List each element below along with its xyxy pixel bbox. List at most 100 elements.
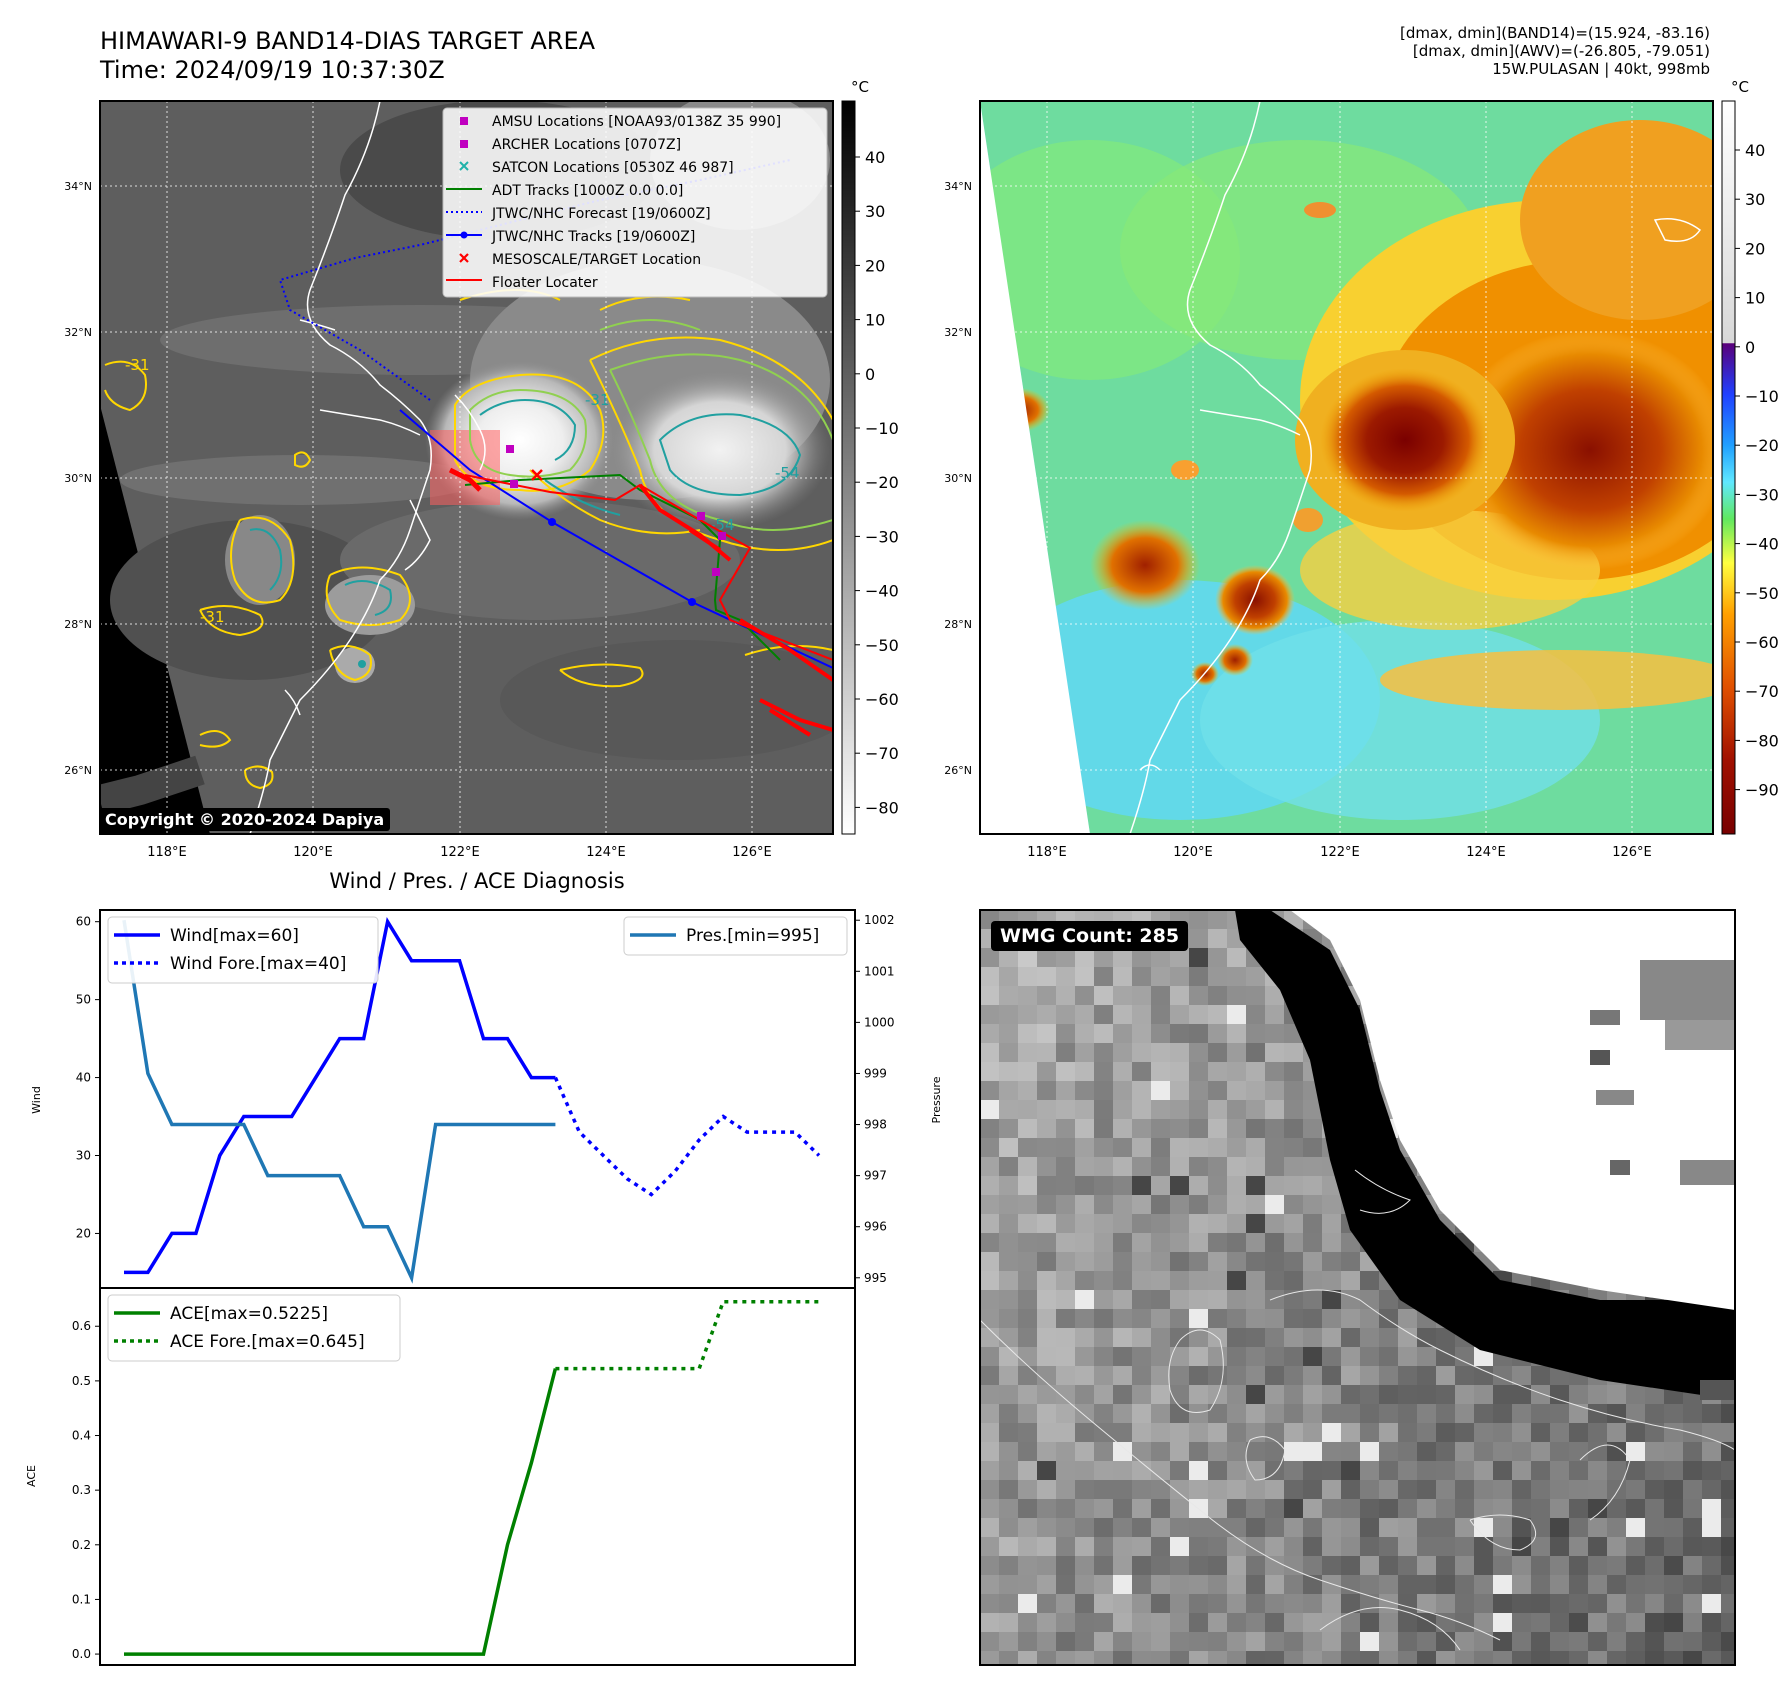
jtwc-track-point (688, 598, 696, 606)
svg-text:28°N: 28°N (944, 618, 972, 631)
archer-location (510, 480, 518, 488)
svg-text:124°E: 124°E (586, 845, 626, 860)
target-location (531, 469, 543, 481)
storm-info: [dmax, dmin](BAND14)=(15.924, -83.16) [d… (1400, 24, 1710, 78)
svg-text:124°E: 124°E (1466, 845, 1506, 860)
series-line (124, 917, 556, 1275)
colorbar-tick-label: −10 (1745, 387, 1779, 406)
colorbar-tick-label: 20 (1745, 239, 1765, 258)
wind-tick-label: 40 (76, 1071, 91, 1085)
svg-text:32°N: 32°N (944, 326, 972, 339)
colorbar-tick-label: −70 (1745, 682, 1779, 701)
ir-lon-ticks: 118°E 120°E 122°E 124°E 126°E (147, 845, 772, 860)
svg-text:-54: -54 (775, 464, 800, 482)
svg-text:120°E: 120°E (1173, 845, 1213, 860)
legend-archer: ARCHER Locations [0707Z] (492, 137, 681, 153)
colorbar-tick-label: −50 (1745, 584, 1779, 603)
colorbar-tick-label: 30 (865, 202, 885, 221)
awv-lat-ticks: 34°N 32°N 30°N 28°N 26°N (944, 180, 972, 777)
colorbar-tick-label: 0 (865, 365, 875, 384)
svg-text:-54: -54 (710, 516, 735, 534)
ir-contours (104, 289, 833, 790)
colorbar-tick-label: −40 (865, 582, 899, 601)
ace-legend: ACE[max=0.5225] ACE Fore.[max=0.645] (107, 1294, 401, 1362)
pressure-tick-label: 999 (864, 1066, 887, 1080)
info-line2: [dmax, dmin](AWV)=(-26.805, -79.051) (1412, 42, 1710, 60)
colorbar-tick-label: 10 (865, 311, 885, 330)
colorbar-tick-label: −20 (1745, 436, 1779, 455)
ace-lines (124, 1299, 819, 1656)
svg-text:126°E: 126°E (732, 845, 772, 860)
ace-tick-label: 0.1 (72, 1592, 91, 1606)
amsu-location (506, 445, 514, 453)
awv-lon-ticks: 118°E 120°E 122°E 124°E 126°E (1027, 845, 1652, 860)
svg-text:34°N: 34°N (944, 180, 972, 193)
copyright-badge: Copyright © 2020-2024 Dapiya (99, 808, 391, 831)
wmg-coastline (980, 1169, 1735, 1651)
legend-adt: ADT Tracks [1000Z 0.0 0.0] (492, 183, 683, 199)
legend-pressure: Pres.[min=995] (686, 926, 819, 946)
series-line (553, 1076, 821, 1197)
series-line (122, 919, 556, 1284)
svg-text:120°E: 120°E (293, 845, 333, 860)
svg-text:126°E: 126°E (1612, 845, 1652, 860)
colorbar-tick-label: −90 (1745, 781, 1779, 800)
ace-tick-label: 0.3 (72, 1483, 91, 1497)
colorbar-tick-label: −60 (1745, 633, 1779, 652)
colorbar-tick-label: −50 (865, 636, 899, 655)
ir-contour-labels: -31 -54 -54 -31 -31 (125, 356, 800, 626)
chart-title-line2: Time: 2024/09/19 10:37:30Z (100, 56, 445, 84)
svg-text:26°N: 26°N (64, 764, 92, 777)
colorbar-tick-label: 40 (865, 148, 885, 167)
legend-target: MESOSCALE/TARGET Location (492, 252, 701, 268)
svg-text:122°E: 122°E (1320, 845, 1360, 860)
awv-colorbar-unit: °C (1731, 78, 1749, 96)
ace-tick-label: 0.6 (72, 1319, 91, 1333)
wind-y-ticks: 20 30 40 50 60 (76, 915, 100, 1240)
svg-text:-31: -31 (585, 391, 610, 409)
chart-title: HIMAWARI-9 BAND14-DIAS TARGET AREA Time:… (100, 27, 595, 85)
colorbar-tick-label: −20 (865, 473, 899, 492)
legend-ace-fore: ACE Fore.[max=0.645] (170, 1332, 365, 1352)
colorbar-tick-label: −80 (1745, 731, 1779, 750)
chart-title-line1: HIMAWARI-9 BAND14-DIAS TARGET AREA (100, 27, 596, 55)
wind-tick-label: 60 (76, 915, 91, 929)
ace-tick-label: 0.4 (72, 1429, 91, 1443)
storm-tracks (278, 159, 833, 737)
series-line (124, 1368, 558, 1656)
wind-axis-label: Wind (30, 1086, 43, 1114)
svg-text:118°E: 118°E (1027, 845, 1067, 860)
ace-tick-label: 0.2 (72, 1538, 91, 1552)
legend-floater: Floater Locater (492, 275, 598, 291)
wmg-panel (980, 910, 1735, 1665)
legend-wind: Wind[max=60] (170, 926, 299, 946)
legend-wind-fore: Wind Fore.[max=40] (170, 954, 346, 974)
wmg-count-badge: WMG Count: 285 (991, 921, 1189, 951)
map-legend-labels: AMSU Locations [NOAA93/0138Z 35 990] ARC… (491, 114, 781, 291)
pressure-tick-label: 1002 (864, 913, 895, 927)
info-line1: [dmax, dmin](BAND14)=(15.924, -83.16) (1399, 24, 1710, 42)
band14-colorbar-unit: °C (851, 78, 869, 96)
pressure-tick-label: 998 (864, 1118, 887, 1132)
pressure-tick-label: 997 (864, 1169, 887, 1183)
pressure-y-ticks: 995 996 997 998 999 1000 1001 1002 (855, 913, 895, 1285)
svg-text:-31: -31 (125, 356, 150, 374)
svg-text:30°N: 30°N (64, 472, 92, 485)
pressure-tick-label: 995 (864, 1271, 887, 1285)
pressure-tick-label: 1001 (864, 964, 895, 978)
diagnosis-title: Wind / Pres. / ACE Diagnosis (329, 869, 624, 893)
wind-tick-label: 50 (76, 993, 91, 1007)
colorbar-tick-label: −40 (1745, 535, 1779, 554)
wind-legend: Wind[max=60] Wind Fore.[max=40] (107, 916, 379, 984)
jtwc-track-point (548, 518, 556, 526)
colorbar-tick-label: −10 (865, 419, 899, 438)
ace-axis-label: ACE (25, 1465, 38, 1487)
svg-text:28°N: 28°N (64, 618, 92, 631)
ace-tick-label: 0.0 (72, 1647, 91, 1661)
floater-barbs (638, 483, 833, 737)
svg-text:-31: -31 (200, 608, 225, 626)
colorbar-tick-label: −80 (865, 798, 899, 817)
colorbar-tick-label: 0 (1745, 338, 1755, 357)
band14-colorbar: 40 30 20 10 0 −10 −20 −30 −40 −50 −60 −70 −80 (841, 100, 899, 835)
ir-coastline (249, 101, 486, 834)
